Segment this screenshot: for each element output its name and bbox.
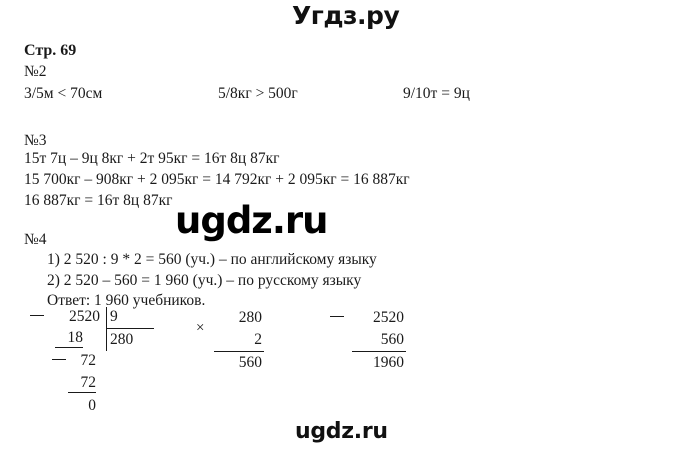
subtraction-subtrahend: 560 <box>380 331 404 348</box>
task-label-4: №4 <box>24 231 47 248</box>
task4-answer: Ответ: 1 960 учебников. <box>47 292 206 309</box>
task2-comparison-1: 3/5м < 70см <box>24 85 103 102</box>
division-step-1: 18 <box>55 330 83 348</box>
division-dividend: 2520 <box>69 308 100 325</box>
task-label-3: №3 <box>24 132 47 149</box>
task4-step-1: 1) 2 520 : 9 * 2 = 560 (уч.) – по англий… <box>47 251 377 268</box>
page-title: Стр. 69 <box>24 42 77 59</box>
division-quotient: 280 <box>110 331 134 348</box>
division-minus-sign-1 <box>30 315 44 316</box>
division-vertical-bar <box>106 307 107 351</box>
task-label-2: №2 <box>24 63 47 80</box>
task4-step-2: 2) 2 520 – 560 = 1 960 (уч.) – по русско… <box>47 272 362 289</box>
division-divisor: 9 <box>110 308 118 325</box>
task2-comparison-2: 5/8кг > 500г <box>218 85 298 102</box>
division-step-3: 72 <box>68 375 96 393</box>
subtraction-rule-line <box>352 351 406 352</box>
task3-line-2: 15 700кг – 908кг + 2 095кг = 14 792кг + … <box>24 171 410 188</box>
multiplication-operand-1: 280 <box>238 309 262 326</box>
task3-line-3: 16 887кг = 16т 8ц 87кг <box>24 192 173 209</box>
multiplication-operator: × <box>196 320 205 336</box>
site-logo-watermark: Угдз.ру <box>292 1 400 30</box>
division-remainder: 0 <box>88 397 96 414</box>
division-step-2: 72 <box>80 352 97 369</box>
task3-line-1: 15т 7ц – 9ц 8кг + 2т 95кг = 16т 8ц 87кг <box>24 150 280 167</box>
subtraction-operator <box>330 316 344 317</box>
task2-comparison-3: 9/10т = 9ц <box>403 85 470 102</box>
center-watermark: ugdz.ru <box>175 199 328 242</box>
multiplication-rule-line <box>214 351 264 352</box>
footer-watermark: ugdz.ru <box>295 419 388 444</box>
multiplication-operand-2: 2 <box>254 331 262 348</box>
multiplication-result: 560 <box>238 354 262 371</box>
division-horizontal-bar <box>106 328 154 329</box>
subtraction-minuend: 2520 <box>373 309 404 326</box>
division-minus-sign-2 <box>52 359 66 360</box>
subtraction-result: 1960 <box>373 354 404 371</box>
